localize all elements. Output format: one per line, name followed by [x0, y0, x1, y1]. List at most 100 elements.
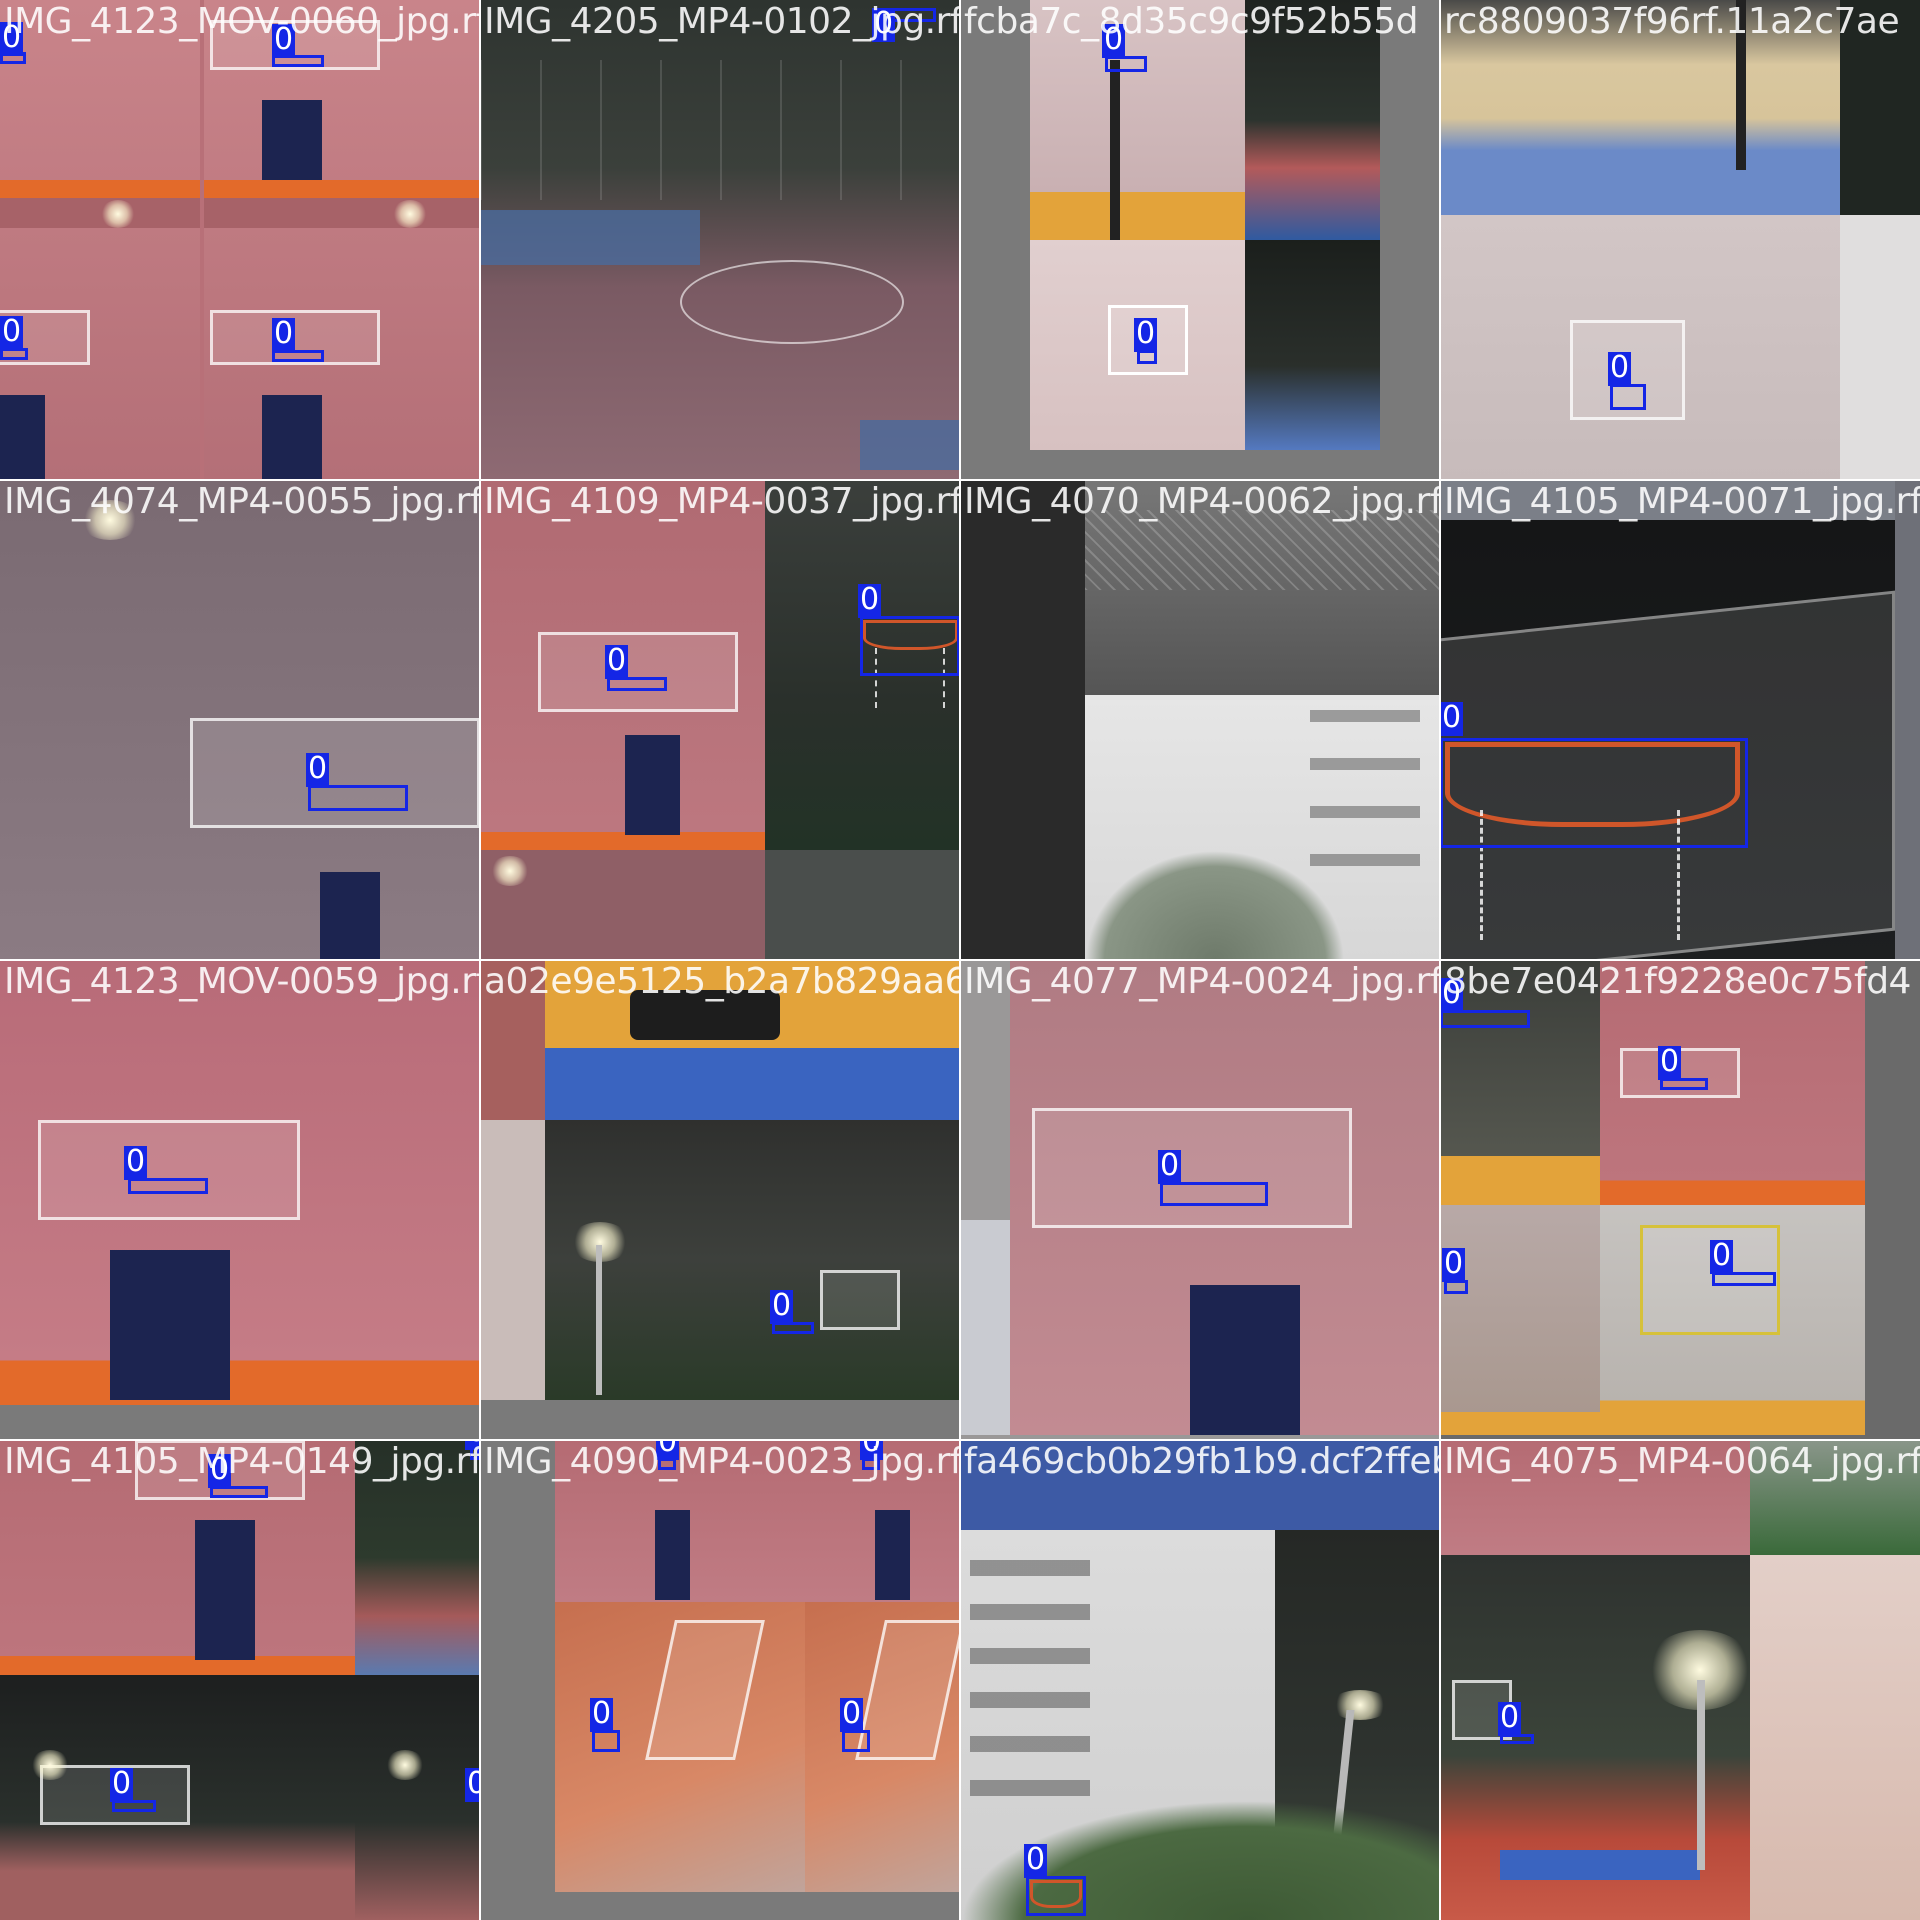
detection-box: [272, 55, 324, 67]
detection-box: [1440, 738, 1748, 848]
photo-fragment: [1245, 0, 1380, 240]
tile-15: 0 fa469cb0b29fb1b9.dcf2ffebd5: [960, 1440, 1440, 1920]
ceiling-lamp: [392, 200, 428, 228]
detection-box: [1137, 350, 1157, 364]
detection-label: 0: [590, 1696, 614, 1732]
detection-box: [860, 616, 960, 676]
building-windows: [970, 1560, 1090, 1800]
hoop-stand: [195, 1520, 255, 1660]
detection-label: 0: [465, 1440, 480, 1450]
floor-strip: [0, 180, 480, 198]
tile-divider: [200, 0, 204, 480]
detection-box: [128, 1178, 208, 1194]
photo-fragment: [1440, 960, 1600, 1205]
detection-label: 0: [1134, 316, 1158, 352]
detection-label: 0: [1102, 22, 1126, 58]
detection-label: 0: [1440, 700, 1464, 736]
detection-label: 0: [272, 316, 296, 352]
ceiling-lamp: [490, 856, 530, 886]
detection-box: [210, 1486, 268, 1498]
backboard: [820, 1270, 900, 1330]
photo-fragment: [1440, 1205, 1600, 1435]
detection-label: 0: [860, 1440, 884, 1460]
detection-box: [1105, 56, 1147, 72]
detection-label: 0: [124, 1144, 148, 1180]
hoop-stand: [0, 395, 45, 480]
floor-strip: [480, 832, 765, 850]
building-windows: [1310, 710, 1420, 870]
hoop-base: [630, 990, 780, 1040]
detection-label: 0: [0, 314, 24, 350]
hoop-stand: [110, 1250, 230, 1400]
hoop-stand: [262, 395, 322, 480]
trees: [1085, 850, 1345, 960]
photo-fragment: [355, 1675, 480, 1920]
photo-fragment: [1750, 1440, 1920, 1555]
detection-box: [1160, 1182, 1268, 1206]
tile-7: IMG_4070_MP4-0062_jpg.rf.: [960, 480, 1440, 960]
detection-box: [112, 1800, 156, 1812]
detection-box: [1440, 1010, 1530, 1028]
detection-box: [1712, 1272, 1776, 1286]
detection-label: 0: [1710, 1238, 1734, 1274]
detection-label: 0: [1158, 1148, 1182, 1184]
court-floodlight: [385, 1750, 425, 1780]
tile-9: 0 IMG_4123_MOV-0059_jpg.rf.: [0, 960, 480, 1440]
court-arc: [680, 260, 904, 344]
detection-box: [607, 677, 667, 691]
detection-box: [1610, 384, 1646, 410]
photo-fragment: [355, 1440, 480, 1675]
detection-box: [890, 8, 936, 22]
detection-label: 0: [1024, 1842, 1048, 1878]
detection-box: [1444, 1280, 1468, 1294]
photo-fragment: [555, 1602, 805, 1892]
detection-label: 0: [110, 1766, 134, 1802]
hoop-stand: [320, 872, 380, 960]
backboard: [135, 1440, 305, 1500]
detection-label: 0: [770, 1288, 794, 1324]
detection-label: 0: [0, 20, 24, 56]
backboard: [38, 1120, 300, 1220]
tile-11: 0 IMG_4077_MP4-0024_jpg.rf.: [960, 960, 1440, 1440]
detection-label: 0: [1440, 976, 1464, 1012]
court-floodlight: [30, 1750, 70, 1780]
tile-2: 0 IMG_4205_MP4-0102_jpg.rf.: [480, 0, 960, 480]
tile-3: 0 0 fcba7c_8d35c9c9f52b55d: [960, 0, 1440, 480]
detection-label: 0: [465, 1768, 480, 1802]
photo-fragment: [1840, 215, 1920, 480]
tile-14: 0 0 0 0 IMG_4090_MP4-0023_jpg.rf.: [480, 1440, 960, 1920]
hoop-net: [875, 648, 945, 708]
hoop-stand: [625, 735, 680, 835]
tile-background: [0, 0, 480, 480]
detection-box: [1660, 1078, 1708, 1090]
photo-fragment: [1895, 480, 1920, 960]
hoop-pole: [1736, 0, 1746, 170]
photo-fragment: [960, 1440, 1440, 1530]
tile-5: 0 IMG_4074_MP4-0055_jpg.rf.: [0, 480, 480, 960]
tile-16: 0 IMG_4075_MP4-0064_jpg.rf: [1440, 1440, 1920, 1920]
detection-label: 0: [605, 643, 629, 679]
photo-fragment: [805, 1602, 960, 1892]
lamp-pole: [1697, 1680, 1705, 1870]
photo-fragment: [1030, 0, 1245, 240]
backboard: [1640, 1225, 1780, 1335]
backboard: [190, 718, 480, 828]
photo-fragment: [545, 1120, 960, 1400]
detection-label: 0: [1658, 1044, 1682, 1080]
fence: [1085, 510, 1440, 590]
ceiling-lamp: [100, 200, 136, 228]
detection-label: 0: [1442, 1246, 1466, 1282]
photo-fragment: [1440, 1440, 1750, 1555]
tile-8: 0 IMG_4105_MP4-0071_jpg.rf.: [1440, 480, 1920, 960]
hoop-stand: [1190, 1285, 1300, 1435]
photo-fragment: [1085, 480, 1440, 695]
detection-label: 0: [1608, 350, 1632, 386]
hoop-rim: [1030, 1880, 1082, 1908]
backboard: [538, 632, 738, 712]
detection-label: 0: [272, 22, 296, 58]
photo-fragment: [1440, 480, 1920, 520]
photo-fragment: [960, 1220, 1010, 1435]
detection-label: 0: [858, 582, 882, 618]
detection-label: 0: [840, 1696, 864, 1732]
court-blue-zone: [1500, 1850, 1700, 1880]
